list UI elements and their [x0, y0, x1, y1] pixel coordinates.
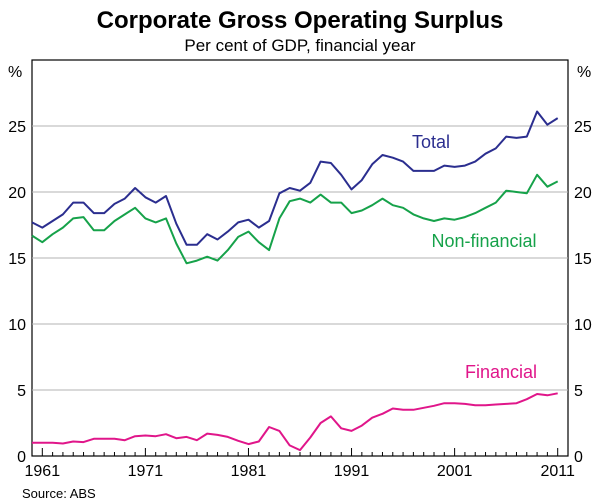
y-tick-label-right: 25 [574, 119, 592, 136]
y-tick-label-left: 20 [8, 185, 26, 202]
x-axis-ticks: 1961 1971 1981 1991 2001 2011 [25, 448, 575, 480]
y-tick-label-left: 0 [17, 449, 26, 466]
y-tick-label-right: 10 [574, 317, 592, 334]
chart-title: Corporate Gross Operating Surplus [97, 7, 504, 34]
gridlines [32, 125, 568, 391]
series-line-financial [32, 392, 558, 452]
source-note: Source: ABS [22, 486, 96, 501]
x-tick-label: 1961 [25, 463, 61, 480]
x-tick-label: 2011 [540, 463, 575, 480]
y-tick-label-left: 25 [8, 119, 26, 136]
y-tick-label-left: 5 [17, 383, 26, 400]
y-tick-label-left: 10 [8, 317, 26, 334]
x-tick-label: 1991 [334, 463, 370, 480]
y-tick-label-left: 15 [8, 251, 26, 268]
series-label-non-financial: Non-financial [431, 231, 536, 251]
x-tick-label: 1971 [128, 463, 164, 480]
chart-subtitle: Per cent of GDP, financial year [184, 36, 416, 55]
left-axis-unit: % [8, 64, 22, 81]
series-line-non-financial [31, 173, 559, 265]
y-axis-ticks: 0 0 5 5 10 10 15 15 20 20 25 25 [8, 119, 592, 466]
y-tick-label-right: 20 [574, 185, 592, 202]
y-tick-label-right: 5 [574, 383, 583, 400]
x-tick-label: 1981 [231, 463, 267, 480]
series-label-total: Total [412, 132, 450, 152]
y-tick-label-right: 15 [574, 251, 592, 268]
series-lines [31, 110, 559, 452]
y-tick-label-right: 0 [574, 449, 583, 466]
series-label-financial: Financial [465, 362, 537, 382]
series-line-total [31, 110, 559, 246]
x-tick-label: 2001 [437, 463, 473, 480]
right-axis-unit: % [577, 64, 591, 81]
